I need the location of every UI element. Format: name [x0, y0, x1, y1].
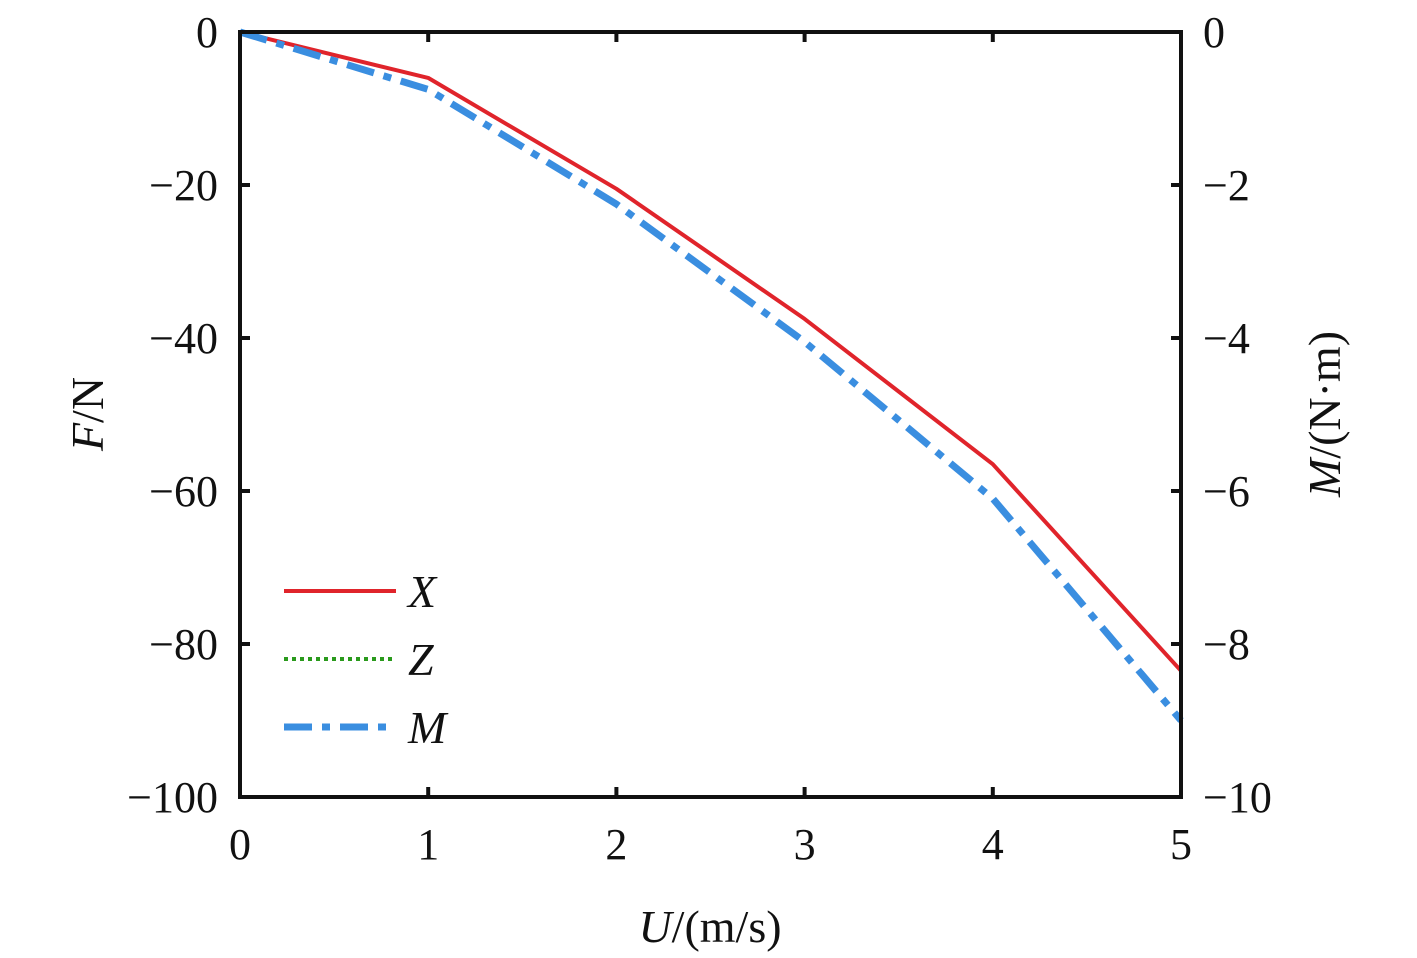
x-axis-label: U/(m/s) [638, 901, 781, 952]
y-tick-label: −100 [127, 773, 218, 822]
y2-tick-label: −2 [1203, 161, 1250, 210]
y-axis-label-var: F [62, 422, 113, 452]
y-tick-label: −20 [149, 161, 218, 210]
series-line-m [238, 28, 1184, 723]
y2-tick-label: −4 [1203, 314, 1250, 363]
y2-tick-label: −6 [1203, 467, 1250, 516]
x-tick-label: 0 [229, 820, 251, 869]
y-axis-label-unit: /N [62, 377, 113, 423]
legend-label-x: X [406, 566, 438, 617]
series-layer [238, 28, 1184, 723]
legend-label-m: M [407, 702, 449, 753]
y2-axis-label-var: M [1299, 456, 1350, 498]
y-tick-label: −80 [149, 620, 218, 669]
y-tick-label: −40 [149, 314, 218, 363]
series-line-x [239, 30, 1183, 673]
plot-frame [238, 30, 1183, 799]
y-tick-label: 0 [196, 8, 218, 57]
x-tick-label: 3 [794, 820, 816, 869]
x-axis-label-unit: /(m/s) [672, 901, 782, 952]
y2-axis-label-unit: /(N·m) [1299, 331, 1350, 459]
x-tick-label: 5 [1170, 820, 1192, 869]
x-tick-label: 1 [417, 820, 439, 869]
legend-label-z: Z [408, 634, 434, 685]
y-axis-label: F/N [62, 377, 113, 452]
x-axis-label-var: U [638, 901, 674, 952]
y2-tick-label: −10 [1203, 773, 1272, 822]
x-tick-label: 4 [982, 820, 1004, 869]
x-tick-label: 2 [605, 820, 627, 869]
legend: XZM [284, 566, 449, 753]
y2-tick-label: 0 [1203, 8, 1225, 57]
y-tick-label: −60 [149, 467, 218, 516]
y2-tick-label: −8 [1203, 620, 1250, 669]
y2-axis-label: M/(N·m) [1299, 331, 1350, 498]
